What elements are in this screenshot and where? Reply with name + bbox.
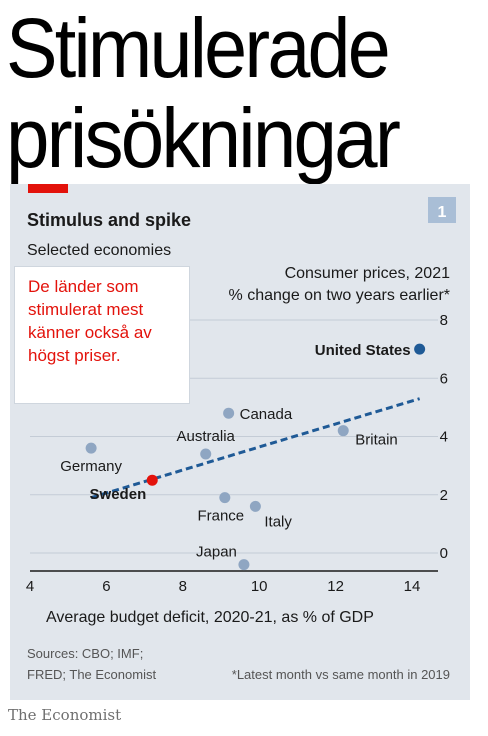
- y-tick-label: 0: [440, 545, 448, 562]
- point-canada: [223, 407, 235, 419]
- figure-badge-box: [428, 197, 456, 223]
- y-tick-label: 8: [440, 312, 448, 329]
- trend-line: [90, 397, 421, 500]
- point-labels: Germany Sweden Australia France Canada Japan I…: [60, 342, 410, 561]
- x-tick-labels: 4 6 8 10 12 14: [26, 578, 421, 595]
- label-united-states: United States: [315, 342, 411, 359]
- y-axis-label-line-1: Consumer prices, 2021: [285, 265, 451, 282]
- y-tick-labels: 0 2 4 6 8: [440, 312, 448, 562]
- point-united-states: [414, 343, 426, 355]
- x-tick-label: 6: [102, 578, 110, 595]
- annotation-box: De länder som stimulerat mest känner ock…: [14, 266, 190, 404]
- x-tick-label: 14: [404, 578, 421, 595]
- footnote: *Latest month vs same month in 2019: [232, 667, 450, 682]
- x-tick-label: 10: [251, 578, 268, 595]
- point-japan: [238, 559, 250, 571]
- x-tick-label: 12: [327, 578, 344, 595]
- headline-line-2: prisökningar: [6, 91, 401, 185]
- x-tick-label: 8: [179, 578, 187, 595]
- red-tag: [28, 184, 68, 193]
- point-france: [219, 492, 231, 504]
- point-italy: [249, 500, 261, 512]
- label-australia: Australia: [177, 428, 236, 445]
- label-sweden: Sweden: [90, 486, 147, 503]
- label-france: France: [197, 508, 244, 525]
- figure-badge: 1: [428, 197, 456, 223]
- label-canada: Canada: [240, 406, 293, 423]
- point-britain: [337, 425, 349, 437]
- annotation-line: känner också av: [28, 323, 152, 342]
- x-axis-label: Average budget deficit, 2020-21, as % of…: [46, 609, 374, 626]
- y-tick-label: 6: [440, 370, 448, 387]
- label-italy: Italy: [264, 513, 292, 530]
- y-axis-label-line-2: % change on two years earlier*: [229, 287, 450, 304]
- chart-subtitle: Selected economies: [27, 242, 171, 259]
- headline-line-1: Stimulerade: [6, 1, 391, 95]
- figure-number: 1: [438, 204, 447, 221]
- y-tick-label: 4: [440, 429, 448, 446]
- label-japan: Japan: [196, 544, 237, 561]
- label-britain: Britain: [355, 432, 398, 449]
- point-australia: [200, 448, 212, 460]
- x-tick-label: 4: [26, 578, 34, 595]
- annotation-line: stimulerat mest: [28, 300, 144, 319]
- sources-line-2: FRED; The Economist: [27, 667, 156, 682]
- y-tick-label: 2: [440, 487, 448, 504]
- annotation-line: högst priser.: [28, 346, 121, 365]
- point-germany: [85, 442, 97, 454]
- sources-line-1: Sources: CBO; IMF;: [27, 646, 143, 661]
- point-sweden: [146, 474, 158, 486]
- label-germany: Germany: [60, 458, 122, 475]
- chart-title: Stimulus and spike: [27, 210, 191, 230]
- annotation-line: De länder som: [28, 277, 139, 296]
- data-points: [85, 343, 426, 571]
- publisher-brand: The Economist: [8, 706, 122, 724]
